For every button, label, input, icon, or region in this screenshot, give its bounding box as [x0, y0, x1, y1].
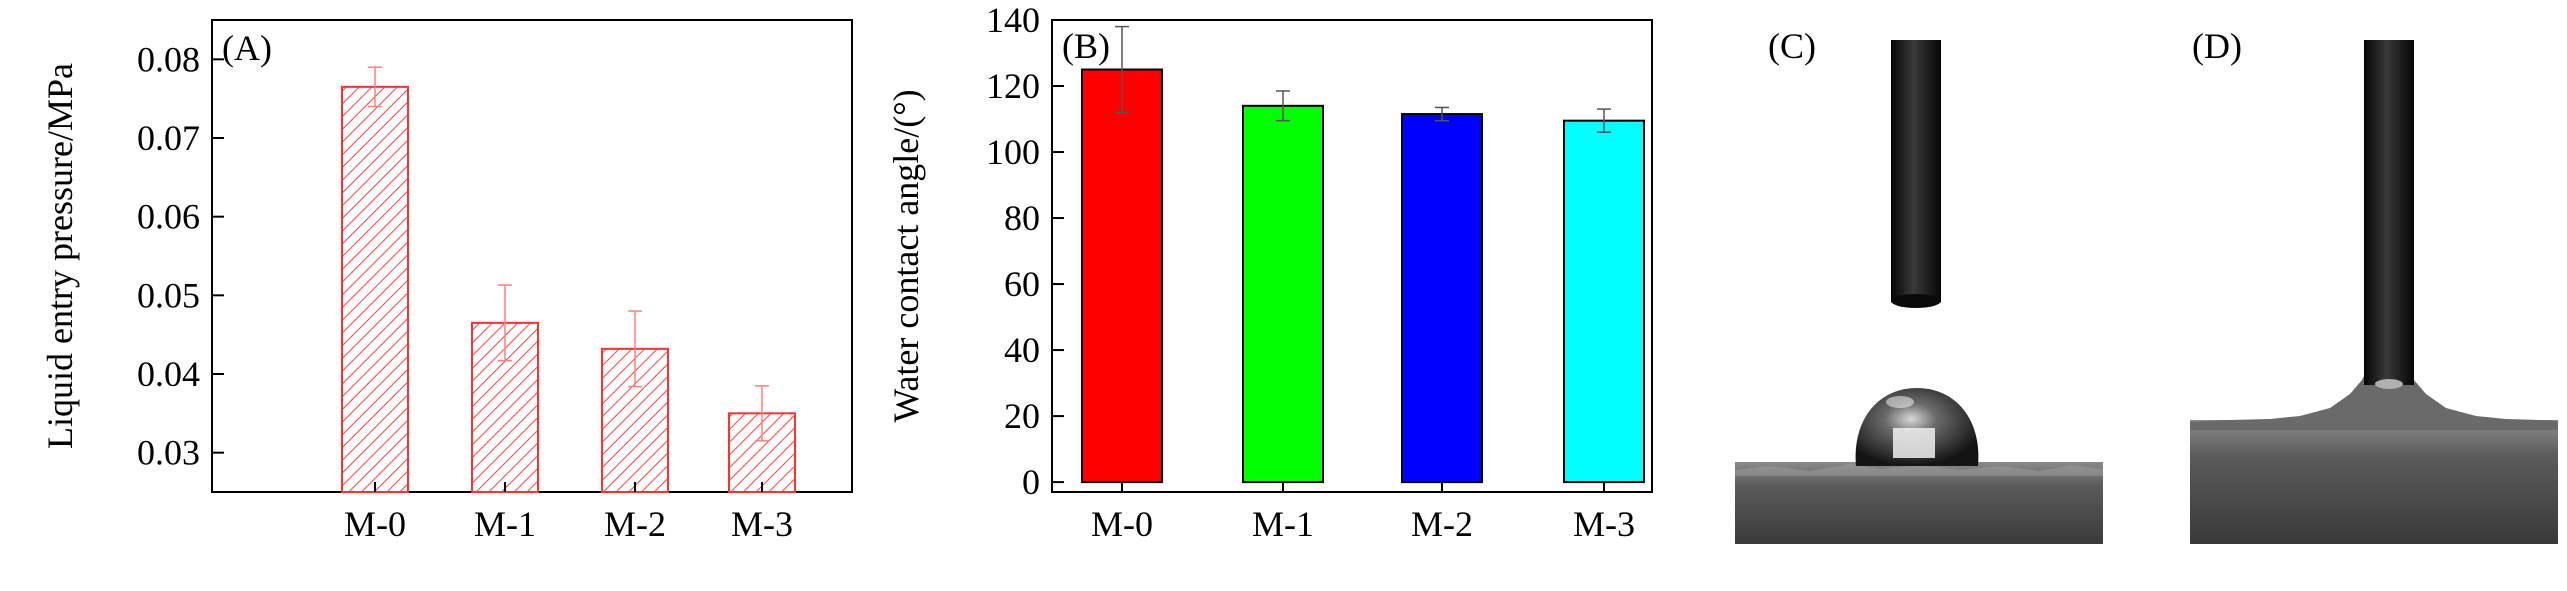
- chart-a-marks: 0.03 0.04 0.05 0.06 0.07 0.08 M-0 M-1 M-2 M-3: [137, 39, 796, 544]
- bar: [1563, 119, 1645, 484]
- chart-b-panel-label: (B): [1062, 26, 1110, 66]
- chart-b-y-axis-label: Water contact angle/(°): [886, 89, 926, 422]
- chart-a-y-axis-label: Liquid entry pressure/MPa: [40, 63, 80, 449]
- chart-a: 0.03 0.04 0.05 0.06 0.07 0.08 M-0 M-1 M-2 M-3 (A)…: [40, 19, 853, 544]
- photo-c-image: [1735, 40, 2103, 544]
- bar: [1081, 68, 1163, 484]
- chart-b-marks: 0 20 40 60 80 100 120 140 M-0 M-1 M-2 M-3: [986, 0, 1645, 544]
- y-tick-label: 20: [1004, 396, 1040, 436]
- photo-d: (D): [2190, 26, 2558, 544]
- photo-c: (C): [1735, 26, 2103, 544]
- x-tick-label: M-3: [731, 504, 793, 544]
- chart-b-frame: [1051, 19, 1653, 493]
- chart-b: 0 20 40 60 80 100 120 140 M-0 M-1 M-2 M-3 (B) Water…: [886, 0, 1653, 544]
- x-tick-label: M-1: [474, 504, 536, 544]
- y-tick-label: 0.05: [137, 275, 200, 315]
- y-tick-label: 0.03: [137, 433, 200, 473]
- y-tick-label: 0.08: [137, 39, 200, 79]
- x-tick-label: M-3: [1573, 504, 1635, 544]
- bar: [341, 85, 409, 493]
- y-tick-label: 120: [986, 66, 1040, 106]
- y-tick-label: 140: [986, 0, 1040, 40]
- y-tick-label: 0.06: [137, 197, 200, 237]
- bar: [1242, 104, 1324, 484]
- x-tick-label: M-0: [1091, 504, 1153, 544]
- chart-a-panel-label: (A): [222, 28, 272, 68]
- y-tick-label: 40: [1004, 330, 1040, 370]
- x-tick-label: M-2: [604, 504, 666, 544]
- photo-d-image: [2190, 40, 2558, 544]
- photo-c-label: (C): [1768, 26, 1816, 66]
- y-tick-label: 0.04: [137, 354, 200, 394]
- y-tick-label: 60: [1004, 264, 1040, 304]
- y-tick-label: 0: [1022, 462, 1040, 502]
- y-tick-label: 80: [1004, 198, 1040, 238]
- y-tick-label: 0.07: [137, 118, 200, 158]
- x-tick-label: M-2: [1411, 504, 1473, 544]
- x-tick-label: M-0: [344, 504, 406, 544]
- photo-d-label: (D): [2192, 26, 2242, 66]
- bar: [1401, 113, 1483, 484]
- y-tick-label: 100: [986, 132, 1040, 172]
- x-tick-label: M-1: [1252, 504, 1314, 544]
